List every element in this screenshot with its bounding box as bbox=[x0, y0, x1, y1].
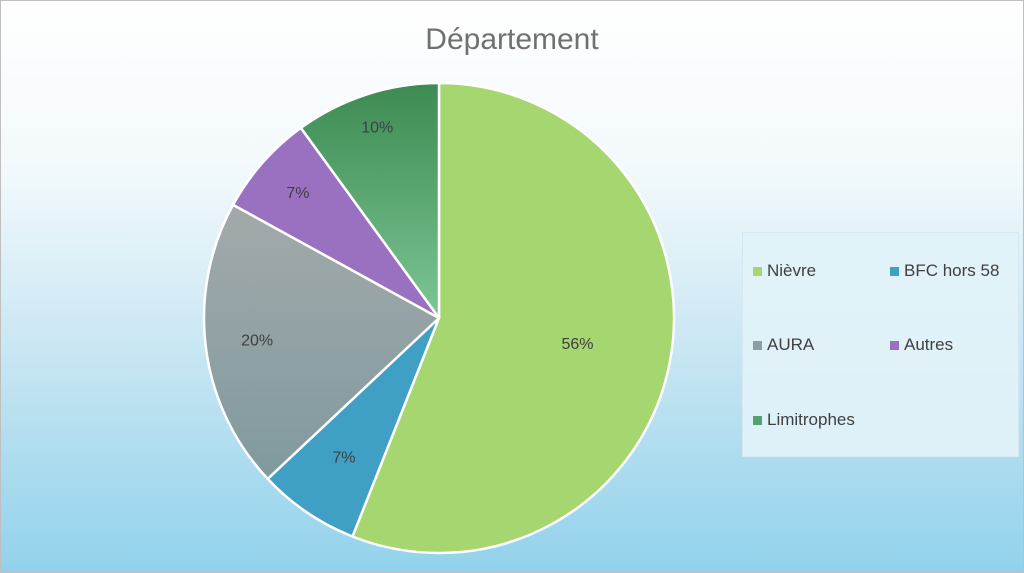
legend-label: BFC hors 58 bbox=[904, 261, 1000, 280]
data-label-bfc-hors-58: 7% bbox=[332, 449, 355, 466]
legend-swatch bbox=[753, 415, 762, 425]
legend-label: Limitrophes bbox=[767, 410, 855, 429]
legend-item-bfc-hors-58: BFC hors 58 bbox=[890, 261, 999, 281]
legend-label: Autres bbox=[904, 335, 954, 354]
data-label-autres: 7% bbox=[286, 185, 309, 202]
legend-swatch bbox=[890, 340, 899, 350]
legend-item-autres: Autres bbox=[890, 335, 953, 355]
pie-slice-aura bbox=[202, 203, 441, 481]
legend-item-limitrophes: Limitrophes bbox=[753, 410, 855, 430]
legend-swatch bbox=[890, 266, 899, 276]
chart-legend: Nièvre BFC hors 58 AURA Autres Limitrophes bbox=[742, 232, 1019, 457]
legend-swatch bbox=[753, 340, 762, 350]
legend-item-nievre: Nièvre bbox=[753, 261, 816, 281]
legend-swatch bbox=[753, 266, 762, 276]
chart-title: Département bbox=[425, 23, 599, 56]
pie-slice-bfc-hors-58 bbox=[266, 316, 441, 538]
data-label-aura: 20% bbox=[241, 332, 273, 349]
data-label-limitrophes: 10% bbox=[361, 120, 393, 137]
legend-item-aura: AURA bbox=[753, 335, 814, 355]
data-label-nievre: 56% bbox=[561, 336, 593, 353]
pie-slice-autres bbox=[231, 126, 441, 320]
legend-label: Nièvre bbox=[767, 261, 817, 280]
pie-slice-limitrophes bbox=[299, 81, 441, 320]
legend-label: AURA bbox=[767, 335, 815, 354]
pie-slice-nievre bbox=[351, 81, 676, 555]
